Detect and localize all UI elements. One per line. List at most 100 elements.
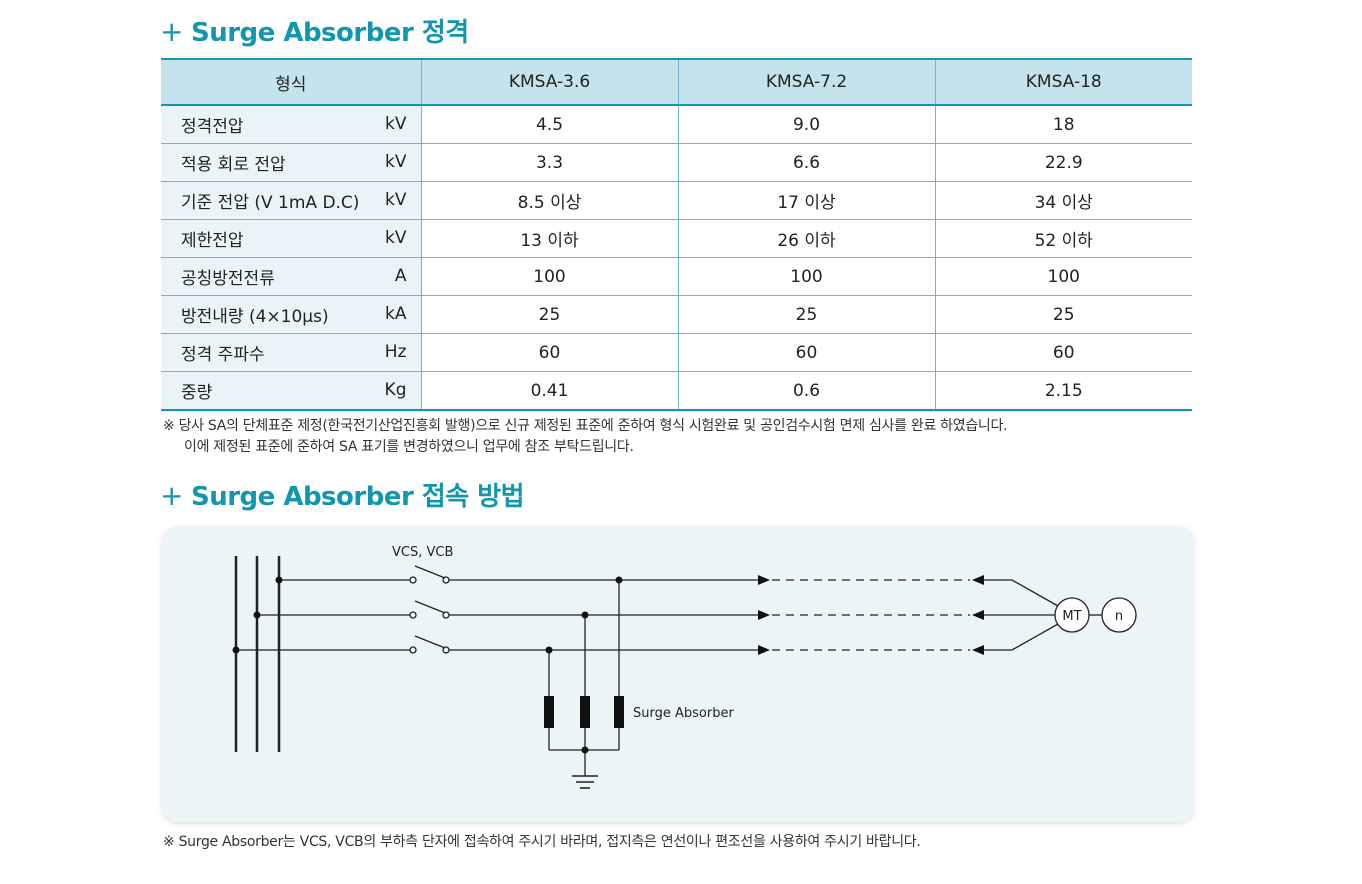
switch-contact (409, 646, 417, 654)
table-row: 기준 전압 (V 1mA D.C) kV 8.5 이상 17 이상 34 이상 (161, 181, 1192, 220)
row-label-cell: 정격전압 kV (161, 105, 421, 144)
switch-blade (414, 565, 446, 579)
header-cell: KMSA-3.6 (420, 58, 678, 106)
table-cell: 8.5 이상 (420, 181, 678, 220)
row-label: 공칭방전전류 (181, 269, 275, 289)
load-circle (1101, 597, 1137, 633)
table-cell: 52 이하 (934, 219, 1192, 258)
spec-table: 형식 KMSA-3.6 KMSA-7.2 KMSA-18 정격전압 kV 4.5 … (161, 58, 1192, 411)
row-label-cell: 중량 Kg (161, 371, 421, 411)
row-label-cell: 기준 전압 (V 1mA D.C) kV (161, 181, 421, 220)
row-label: 적용 회로 전압 (181, 155, 286, 175)
row-unit: Kg (384, 380, 407, 400)
table-cell: 13 이하 (420, 219, 678, 258)
switch-blade (414, 600, 446, 614)
junction-dot (545, 646, 553, 654)
table-cell: 25 (420, 295, 678, 334)
junction-dot (581, 611, 589, 619)
row-label: 기준 전압 (V 1mA D.C) (181, 193, 360, 213)
switch-label: VCS, VCB (392, 545, 453, 560)
row-unit: kV (385, 152, 407, 172)
table-header-row: 형식 KMSA-3.6 KMSA-7.2 KMSA-18 (161, 58, 1192, 106)
table-row: 중량 Kg 0.41 0.6 2.15 (161, 371, 1192, 411)
load-label: n (1115, 609, 1123, 624)
table-cell: 25 (677, 295, 935, 334)
connection-diagram: VCS, VCB Surge Absorber MT n (162, 526, 1194, 822)
table-cell: 25 (934, 295, 1192, 334)
arrow-right-icon (758, 610, 770, 620)
arrow-right-icon (758, 575, 770, 585)
table-cell: 2.15 (934, 371, 1192, 411)
header-cell: 형식 (161, 58, 421, 106)
surge-absorber-block (614, 696, 624, 728)
row-label: 중량 (181, 383, 213, 403)
table-cell: 100 (420, 257, 678, 296)
plus-icon: + (160, 15, 183, 48)
table-cell: 60 (677, 333, 935, 372)
surge-absorber-block (580, 696, 590, 728)
table-cell: 0.6 (677, 371, 935, 411)
wiring-diagram-svg: VCS, VCB Surge Absorber MT n (232, 545, 1137, 789)
motor-label: MT (1062, 609, 1081, 624)
motor-lead (1011, 579, 1059, 607)
surge-absorber-label: Surge Absorber (633, 706, 734, 721)
table-cell: 60 (420, 333, 678, 372)
table-row: 공칭방전전류 A 100 100 100 (161, 257, 1192, 296)
row-unit: kV (385, 114, 407, 134)
table-cell: 22.9 (934, 143, 1192, 182)
table-cell: 3.3 (420, 143, 678, 182)
connection-note: ※ Surge Absorber는 VCS, VCB의 부하측 단자에 접속하여… (163, 834, 921, 850)
table-cell: 17 이상 (677, 181, 935, 220)
row-unit: Hz (384, 342, 407, 362)
table-row: 정격 주파수 Hz 60 60 60 (161, 333, 1192, 372)
surge-absorber-block (544, 696, 554, 728)
table-cell: 4.5 (420, 105, 678, 144)
row-label: 정격전압 (181, 117, 244, 137)
arrow-right-icon (758, 645, 770, 655)
row-label: 제한전압 (181, 231, 244, 251)
switch-contact (409, 576, 417, 584)
arrow-left-icon (972, 645, 984, 655)
table-cell: 34 이상 (934, 181, 1192, 220)
junction-dot (253, 611, 261, 619)
connection-section-title: + Surge Absorber 접속 방법 (160, 476, 525, 513)
plus-icon: + (160, 479, 183, 512)
table-cell: 9.0 (677, 105, 935, 144)
table-cell: 26 이하 (677, 219, 935, 258)
header-cell: KMSA-18 (934, 58, 1192, 106)
junction-dot (615, 576, 623, 584)
note-line-2: 이에 제정된 표준에 준하여 SA 표기를 변경하였으니 업무에 참조 부탁드립… (184, 439, 634, 455)
arrow-left-icon (972, 610, 984, 620)
row-unit: kA (385, 304, 407, 324)
row-unit: A (394, 266, 407, 286)
junction-dot (232, 646, 240, 654)
standard-note: ※ 당사 SA의 단체표준 제정(한국전기산업진흥회 발행)으로 신규 제정된 … (163, 416, 1008, 458)
junction-dot (581, 746, 589, 754)
row-label-cell: 방전내량 (4×10μs) kA (161, 295, 421, 334)
switch-contact (409, 611, 417, 619)
spec-title-text: Surge Absorber 정격 (190, 18, 469, 48)
table-row: 정격전압 kV 4.5 9.0 18 (161, 105, 1192, 144)
table-cell: 6.6 (677, 143, 935, 182)
row-label-cell: 적용 회로 전압 kV (161, 143, 421, 182)
row-label-cell: 제한전압 kV (161, 219, 421, 258)
switch-blade (414, 635, 446, 649)
row-label: 방전내량 (4×10μs) (181, 307, 329, 327)
connection-title-text: Surge Absorber 접속 방법 (190, 482, 525, 512)
table-cell: 100 (934, 257, 1192, 296)
table-cell: 0.41 (420, 371, 678, 411)
table-cell: 100 (677, 257, 935, 296)
table-row: 방전내량 (4×10μs) kA 25 25 25 (161, 295, 1192, 334)
arrow-left-icon (972, 575, 984, 585)
table-row: 적용 회로 전압 kV 3.3 6.6 22.9 (161, 143, 1192, 182)
junction-dot (275, 576, 283, 584)
table-cell: 60 (934, 333, 1192, 372)
row-label-cell: 공칭방전전류 A (161, 257, 421, 296)
row-unit: kV (385, 228, 407, 248)
spec-section-title: + Surge Absorber 정격 (160, 12, 469, 49)
row-label-cell: 정격 주파수 Hz (161, 333, 421, 372)
motor-lead (1011, 623, 1059, 651)
note-line-1: ※ 당사 SA의 단체표준 제정(한국전기산업진흥회 발행)으로 신규 제정된 … (163, 418, 1008, 434)
row-label: 정격 주파수 (181, 345, 265, 365)
table-cell: 18 (934, 105, 1192, 144)
